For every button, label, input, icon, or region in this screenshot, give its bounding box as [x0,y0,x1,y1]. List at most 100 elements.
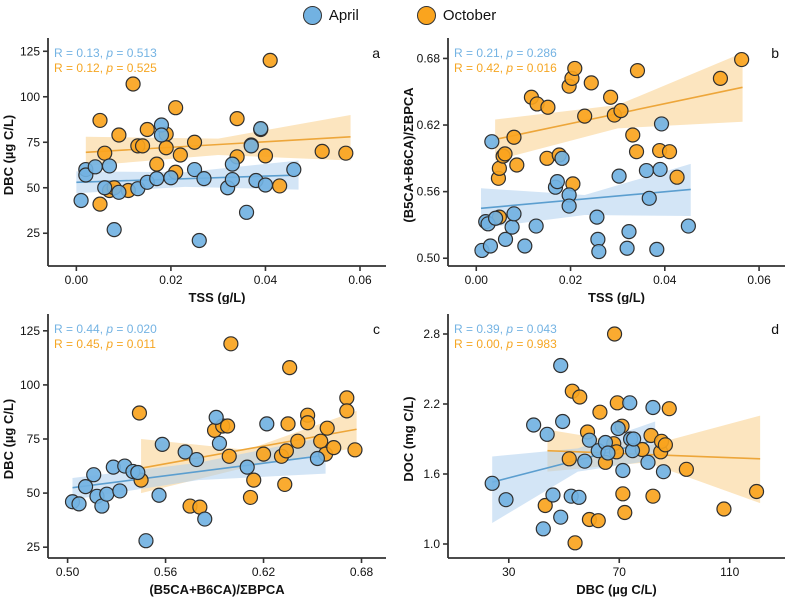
x-axis-title: TSS (g/L) [588,290,645,304]
data-point-april [553,509,569,525]
panel-c-scatter: 0.50 0.56 0.62 0.68 25 50 75 100 125 (B5CA+B6CA)/… [1,314,386,597]
x-tick-label: 0.50 [56,565,80,579]
data-point-october [734,51,750,68]
data-point-april [286,161,302,178]
data-point-october [92,196,108,212]
x-tick-label: 0.06 [348,273,372,287]
panel-a-scatter: 0.00 0.02 0.04 0.06 25 50 75 100 125 TSS (g/L) DBC… [1,38,386,304]
data-point-october [338,145,354,161]
x-tick-label: 0.56 [154,565,178,579]
x-axis-title: TSS (g/L) [188,290,245,304]
x-tick-label: 0.62 [252,565,276,579]
y-axis-title: (B5CA+B6CA)/ΣBPCA [401,87,416,223]
y-tick-label: 75 [27,432,41,446]
data-point-april [506,206,522,222]
data-point-april [615,462,631,479]
data-point-april [177,444,193,460]
data-point-october [497,146,513,162]
confidence-band-october [85,114,351,166]
data-point-october [277,476,293,493]
data-point-october [657,437,673,453]
data-point-october [262,52,278,68]
y-axis-title: DBC (µg C/L) [1,115,16,195]
data-point-april [154,436,170,453]
data-point-october [319,420,335,436]
data-point-october [280,416,296,432]
x-axis-title: DBC (µg C/L) [576,582,656,597]
data-point-october [257,148,274,164]
data-point-october [220,418,236,434]
data-point-april [640,454,656,470]
data-point-october [748,483,765,500]
data-point-april [488,210,504,226]
data-point-april [554,150,570,166]
data-point-april [549,174,565,190]
data-point-april [130,464,146,481]
data-point-october [158,140,174,156]
data-point-october [561,451,577,467]
stats-annotation-april: R = 0.13, p = 0.513 [54,46,157,60]
data-point-april [482,238,499,254]
y-tick-label: 125 [20,324,40,338]
panel-letter: b [771,45,779,61]
stats-annotation-october: R = 0.12, p = 0.525 [54,61,157,75]
stats-annotation-october: R = 0.42, p = 0.016 [454,61,557,75]
data-point-october [590,513,606,529]
data-point-april [591,243,607,260]
data-point-april [86,467,102,483]
data-point-october [509,157,525,173]
stats-annotation-april: R = 0.21, p = 0.286 [454,46,557,60]
y-tick-label: 25 [27,226,41,240]
data-point-april [208,409,224,425]
data-point-april [211,435,228,451]
y-tick-label: 25 [27,540,41,554]
data-point-october [172,147,188,163]
data-point-october [313,433,329,449]
data-point-april [539,426,555,442]
panel-d-scatter: 30 70 110 1.0 1.6 2.2 2.8 DBC (µg C/L) DOC (mg C… [401,314,785,597]
data-point-october [678,461,694,477]
panel-b-scatter: 0.00 0.02 0.04 0.06 0.50 0.56 0.62 0.68 TSS (g/L… [401,38,785,304]
data-point-october [278,443,294,459]
data-point-october [242,489,259,506]
data-point-april [97,180,113,196]
data-point-april [253,121,269,137]
data-point-april [87,159,103,175]
data-point-october [716,501,732,517]
y-axis-title: DBC (µg C/L) [1,399,16,479]
x-axis-title: (B5CA+B6CA)/ΣBPCA [149,582,285,597]
data-point-october [134,138,151,154]
data-point-october [615,486,631,502]
data-point-april [526,417,542,433]
data-point-april [151,487,167,503]
data-point-october [282,359,298,376]
data-point-october [272,178,288,194]
april-marker-icon [302,5,322,25]
data-point-april [197,511,213,527]
data-point-october [314,143,330,159]
data-point-april [112,483,128,499]
data-point-october [567,535,583,551]
data-point-october [347,442,363,458]
data-point-april [73,192,89,209]
data-point-april [655,464,672,480]
data-point-april [589,209,605,225]
data-point-april [224,171,240,188]
data-point-october [300,415,316,431]
y-tick-label: 0.50 [417,251,441,265]
y-tick-label: 0.62 [417,118,441,132]
data-point-april [111,184,127,200]
data-point-october [567,60,583,77]
data-point-october [168,100,184,116]
data-point-april [259,416,275,432]
data-point-april [561,198,577,214]
data-point-april [653,116,670,132]
data-point-april [191,232,207,249]
data-point-october [577,108,593,124]
data-point-april [224,156,240,172]
y-axis-title: DOC (mg C/L) [401,396,416,481]
data-point-april [497,231,514,247]
data-point-april [680,218,696,234]
stats-annotation-october: R = 0.45, p = 0.011 [54,337,156,351]
data-point-april [528,218,544,234]
